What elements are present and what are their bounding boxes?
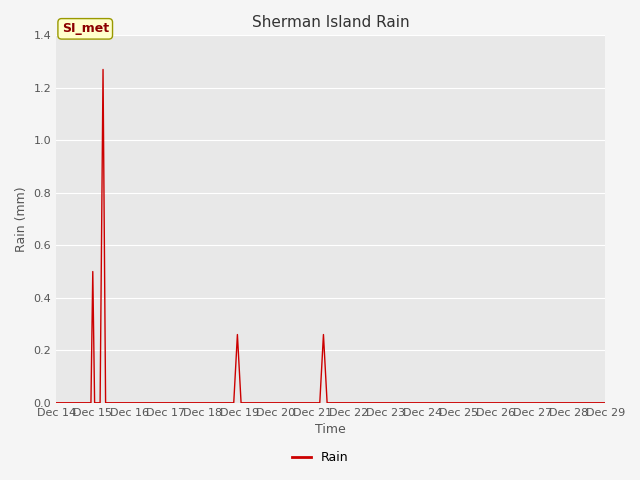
Title: Sherman Island Rain: Sherman Island Rain [252,15,410,30]
Rain [91,400,99,406]
Y-axis label: Rain (mm): Rain (mm) [15,186,28,252]
Rain [602,400,609,406]
Rain [319,332,327,337]
Rain [96,400,104,406]
Rain [89,269,97,275]
Rain [234,332,241,337]
Rain [230,400,237,406]
Line: Rain: Rain [56,70,605,403]
Rain [323,400,331,406]
Rain [87,400,95,406]
Rain [272,400,280,406]
Text: SI_met: SI_met [61,23,109,36]
Rain [102,400,109,406]
Rain [237,400,245,406]
X-axis label: Time: Time [316,423,346,436]
Rain [108,400,115,406]
Rain [52,400,60,406]
Rain [99,67,107,72]
Rain [316,400,324,406]
Legend: Rain: Rain [287,446,353,469]
